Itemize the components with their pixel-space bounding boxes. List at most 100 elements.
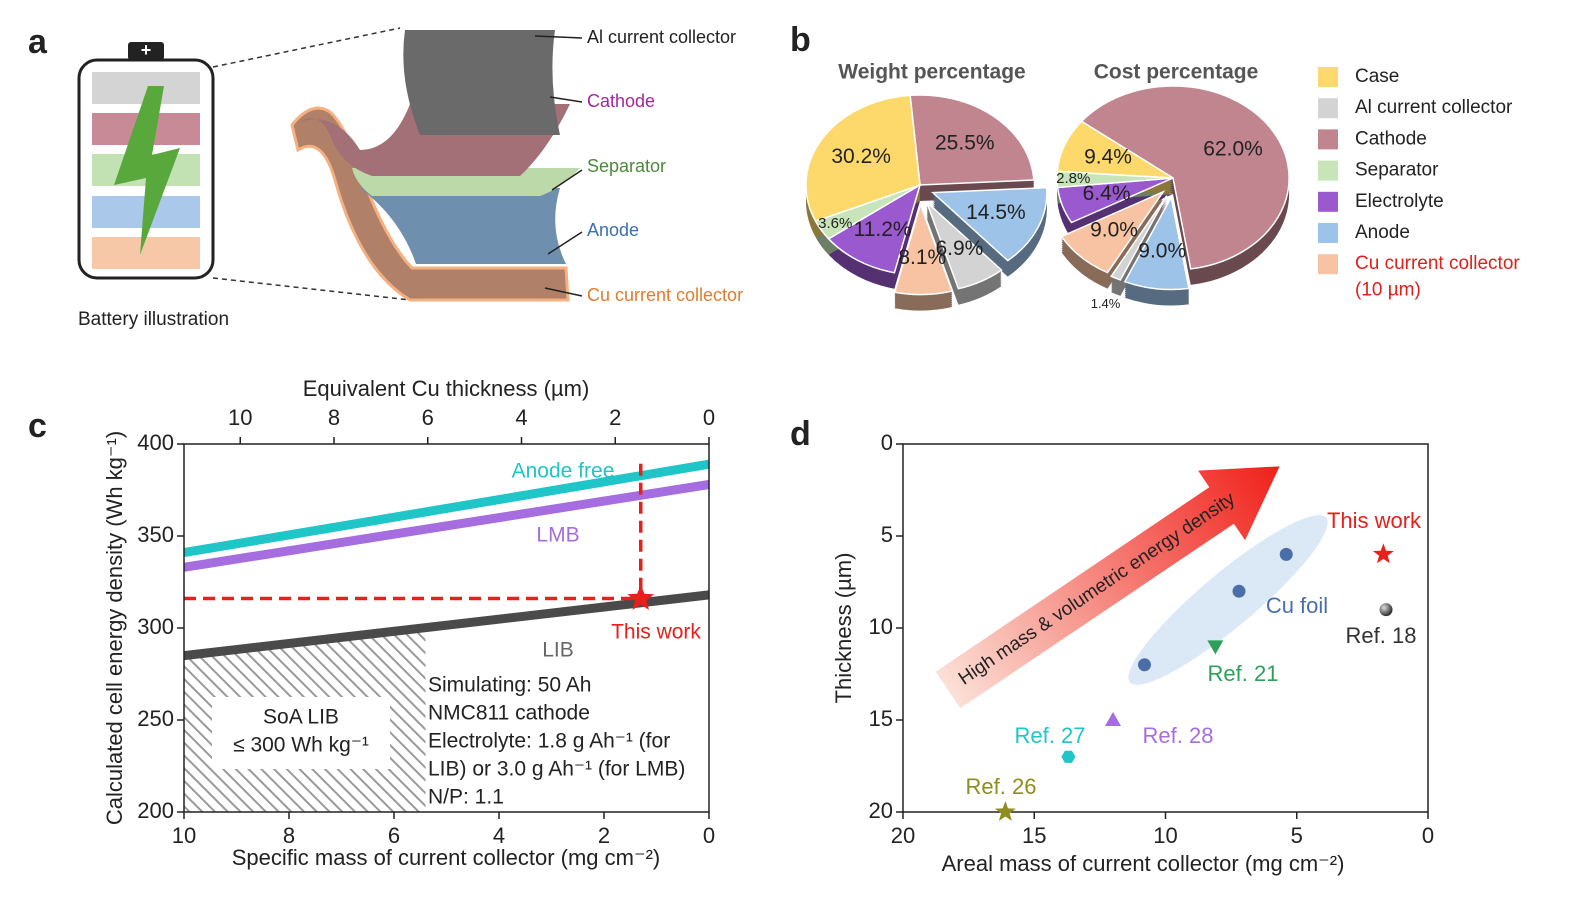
layer-stack xyxy=(290,30,583,302)
y-tick-label: 350 xyxy=(137,522,174,547)
y-tick-label: 15 xyxy=(869,706,893,731)
series-label: LMB xyxy=(536,524,579,547)
series-label: Anode free xyxy=(512,460,615,483)
panel-label: a xyxy=(28,23,48,61)
legend-label: Electrolyte xyxy=(1355,191,1444,212)
x2-tick-label: 2 xyxy=(609,405,621,430)
pie-value-label: 62.0% xyxy=(1203,138,1263,161)
battery: + xyxy=(77,27,411,301)
x-axis-title: Specific mass of current collector (mg c… xyxy=(232,845,660,870)
highlight-point xyxy=(627,584,655,610)
arrow-shape xyxy=(935,466,1280,709)
scatter-point xyxy=(1232,584,1246,598)
y-tick-label: 10 xyxy=(869,614,893,639)
pie-slice xyxy=(909,94,1035,186)
y-axis-title: Calculated cell energy density (Wh kg⁻¹) xyxy=(102,431,127,825)
x-tick-label: 20 xyxy=(891,823,915,848)
series-label: LIB xyxy=(542,639,574,662)
series-line xyxy=(183,590,710,661)
annotation: NMC811 cathode xyxy=(428,702,590,725)
y-tick-label: 20 xyxy=(869,798,893,823)
pie-value-label: 6.4% xyxy=(1083,182,1131,205)
y-tick-label: 400 xyxy=(137,430,174,455)
x-tick-label: 2 xyxy=(598,823,610,848)
pie-slice xyxy=(893,202,954,296)
x-axis-title: Areal mass of current collector (mg cm⁻²… xyxy=(942,851,1345,876)
series-line xyxy=(183,459,710,558)
pie-value-label: 30.2% xyxy=(831,145,891,168)
legend-swatch xyxy=(1318,98,1338,119)
panel-label: d xyxy=(790,415,811,453)
point-label: Ref. 26 xyxy=(966,774,1037,799)
svg-text:+: + xyxy=(141,40,152,60)
y-tick-label: 200 xyxy=(137,798,174,823)
x2-tick-label: 10 xyxy=(228,405,252,430)
x-tick-label: 10 xyxy=(172,823,196,848)
pie-slice xyxy=(1080,85,1290,270)
x-tick-label: 0 xyxy=(1422,823,1434,848)
legend-label: Anode xyxy=(1355,222,1410,243)
x-tick-label: 0 xyxy=(703,823,715,848)
x2-tick-label: 0 xyxy=(703,405,715,430)
x-tick-label: 8 xyxy=(283,823,295,848)
point-label: This work xyxy=(1327,508,1422,533)
legend-swatch xyxy=(1318,254,1338,275)
pie-slice xyxy=(827,183,922,274)
arrow-label: High mass & volumetric energy density xyxy=(955,488,1239,689)
legend-swatch xyxy=(1318,223,1338,243)
legend-label: Separator xyxy=(1355,160,1439,181)
group-ellipse xyxy=(1128,515,1328,685)
pie-slice xyxy=(1056,120,1174,179)
layer-label: Cu current collector xyxy=(587,285,743,305)
x2-axis-title: Equivalent Cu thickness (µm) xyxy=(303,376,590,401)
pie-value-label: 11.2% xyxy=(854,218,912,241)
scatter-point xyxy=(1061,750,1076,763)
pie-value-label: 3.6% xyxy=(818,215,852,232)
x-tick-label: 5 xyxy=(1291,823,1303,848)
pie-title: Cost percentage xyxy=(1094,61,1259,84)
scatter-point xyxy=(1372,543,1394,564)
y-tick-label: 5 xyxy=(881,522,893,547)
scatter-point xyxy=(1279,547,1293,561)
annotation: Simulating: 50 Ah xyxy=(428,674,591,697)
pie-value-label: 2.8% xyxy=(1056,170,1090,187)
highlight-label: This work xyxy=(611,621,701,644)
legend-swatch xyxy=(1318,191,1338,212)
pie-value-label: 25.5% xyxy=(935,132,995,155)
legend-label: Cu current collector xyxy=(1355,253,1520,274)
pie-value-label: 9.0% xyxy=(1138,240,1186,263)
caption: Battery illustration xyxy=(78,309,229,330)
pie-slice xyxy=(931,186,1048,262)
y-axis-title: Thickness (µm) xyxy=(831,553,856,704)
point-label: Ref. 28 xyxy=(1143,723,1214,748)
x2-tick-label: 4 xyxy=(515,405,527,430)
point-label: Ref. 27 xyxy=(1015,723,1086,748)
scatter-point xyxy=(1138,658,1151,672)
layer-label: Anode xyxy=(587,220,639,240)
pie-value-label: 8.1% xyxy=(898,246,946,269)
scatter-point xyxy=(1379,603,1393,617)
layer-label: Cathode xyxy=(587,91,655,111)
pie-slice xyxy=(1060,190,1166,274)
legend-note: (10 µm) xyxy=(1355,279,1421,300)
x2-tick-label: 6 xyxy=(422,405,434,430)
pie-value-label: 9.4% xyxy=(1084,146,1132,169)
pie-slice xyxy=(925,201,1003,290)
scatter-point xyxy=(994,801,1016,821)
pie-value-label: 1.4% xyxy=(1091,296,1121,311)
annotation: N/P: 1.1 xyxy=(428,786,504,809)
region-label: ≤ 300 Wh kg⁻¹ xyxy=(233,734,369,757)
legend-swatch xyxy=(1318,67,1338,87)
x-tick-label: 6 xyxy=(388,823,400,848)
region-label: SoA LIB xyxy=(263,706,339,729)
pie-value-label: 14.5% xyxy=(966,201,1026,224)
x-tick-label: 4 xyxy=(493,823,505,848)
legend-swatch xyxy=(1318,160,1338,181)
legend-swatch xyxy=(1318,129,1338,150)
y-tick-label: 250 xyxy=(137,706,174,731)
legend-label: Cathode xyxy=(1355,128,1427,149)
panel-label: c xyxy=(28,407,47,445)
x2-tick-label: 8 xyxy=(328,405,340,430)
legend-label: Al current collector xyxy=(1355,97,1513,118)
